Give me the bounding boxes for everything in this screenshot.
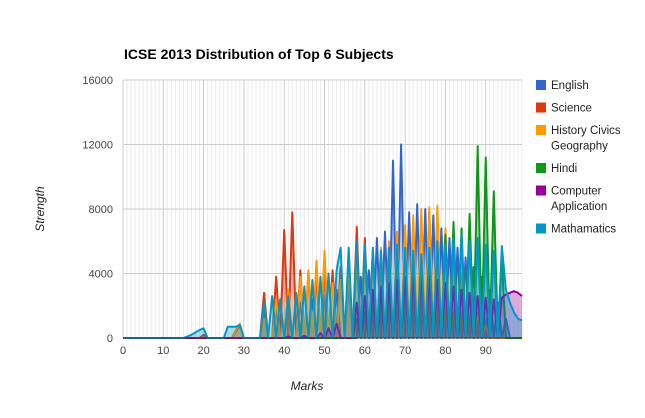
x-tick-label: 90 [480,345,492,357]
x-axis-title: Marks [291,379,324,393]
x-tick-label: 80 [439,345,451,357]
legend-label: Hindi [551,163,577,175]
legend-label: History Civics Geography [551,125,621,153]
legend: English Science History Civics Geography Hin… [536,80,621,236]
x-tick-label: 50 [318,345,330,357]
x-tick-label: 70 [399,345,411,357]
legend-item: Science [536,102,592,115]
legend-item: Computer Application [536,185,607,214]
legend-item: History Civics Geography [536,125,621,153]
x-tick-label: 10 [157,345,169,357]
legend-label: Computer Application [551,186,607,214]
legend-label: Science [551,103,592,115]
legend-label: English [551,80,589,92]
series-area-5 [123,234,522,338]
legend-swatch [536,223,546,234]
x-tick-label: 60 [359,345,371,357]
legend-swatch [536,125,546,135]
y-tick-label: 4000 [89,269,113,281]
plot-area [123,143,523,339]
tick-labels: 0 10 20 30 40 50 60 70 80 90 0 4000 8000 12000 16000 [82,75,491,357]
x-tick-label: 40 [278,345,290,357]
y-tick-label: 12000 [82,140,113,152]
legend-item: Mathamatics [536,223,616,236]
legend-swatch [536,163,546,173]
x-tick-label: 0 [120,345,126,357]
y-tick-label: 0 [107,333,113,345]
chart-title: ICSE 2013 Distribution of Top 6 Subjects [124,46,394,62]
legend-swatch [536,185,546,196]
y-tick-label: 8000 [89,204,113,216]
legend-label: Mathamatics [551,224,616,236]
legend-swatch [536,102,546,113]
legend-swatch [536,80,546,90]
y-axis-title: Strength [33,186,47,232]
x-tick-label: 30 [238,345,250,357]
legend-item: Hindi [536,163,577,175]
x-tick-label: 20 [197,345,209,357]
legend-item: English [536,80,589,92]
y-tick-label: 16000 [82,75,113,87]
